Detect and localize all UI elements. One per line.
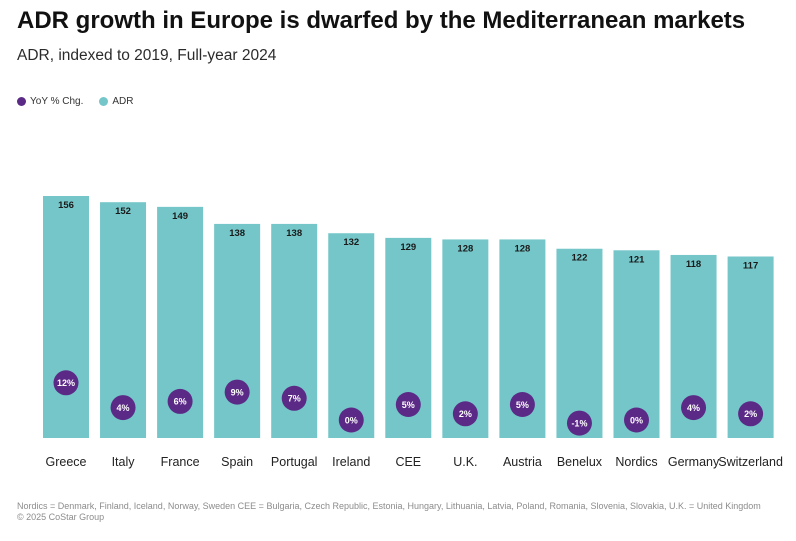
yoy-value-label: 9%	[231, 387, 244, 397]
footnote-copyright: © 2025 CoStar Group	[17, 512, 105, 522]
category-label: Switzerland	[718, 455, 783, 469]
adr-value-label: 149	[172, 211, 188, 222]
adr-value-label: 128	[457, 243, 473, 254]
category-label: Greece	[46, 455, 87, 469]
adr-value-label: 118	[686, 259, 701, 270]
legend: YoY % Chg. ADR	[17, 96, 134, 107]
adr-value-label: 129	[400, 242, 416, 253]
yoy-value-label: 5%	[402, 400, 415, 410]
legend-label-adr: ADR	[112, 96, 134, 107]
adr-value-label: 152	[115, 206, 131, 217]
adr-value-label: 132	[343, 237, 359, 248]
yoy-value-label: 7%	[288, 394, 301, 404]
yoy-value-label: 4%	[687, 403, 700, 413]
yoy-value-label: 0%	[630, 415, 643, 425]
yoy-bubble	[395, 392, 421, 417]
footnote: Nordics = Denmark, Finland, Iceland, Nor…	[17, 501, 787, 523]
yoy-bubble	[338, 407, 364, 433]
yoy-value-label: 4%	[117, 403, 130, 413]
yoy-bubble	[566, 410, 592, 436]
adr-value-label: 117	[743, 261, 758, 272]
category-label: Italy	[112, 455, 136, 469]
adr-bar	[556, 248, 603, 438]
yoy-bubble	[452, 401, 478, 427]
yoy-value-label: 2%	[459, 409, 472, 419]
yoy-bubble	[53, 370, 79, 396]
category-label: Ireland	[332, 455, 370, 469]
yoy-value-label: 5%	[516, 400, 529, 410]
adr-bar	[328, 233, 375, 438]
footnote-note: Nordics = Denmark, Finland, Iceland, Nor…	[17, 501, 761, 511]
adr-value-label: 156	[58, 200, 74, 211]
chart-subtitle: ADR, indexed to 2019, Full-year 2024	[17, 47, 277, 64]
yoy-value-label: 2%	[744, 409, 757, 419]
adr-value-label: 138	[229, 228, 245, 239]
category-label: France	[161, 455, 200, 469]
category-label: Portugal	[271, 455, 318, 469]
yoy-value-label: 6%	[174, 397, 187, 407]
yoy-value-label: 0%	[345, 415, 358, 425]
adr-value-label: 128	[514, 243, 530, 254]
category-label: Austria	[503, 455, 542, 469]
adr-bar	[214, 223, 261, 438]
category-label: Spain	[221, 455, 253, 469]
legend-item-yoy: YoY % Chg.	[17, 96, 83, 107]
yoy-bubble	[624, 407, 649, 433]
category-label: Benelux	[557, 455, 603, 469]
legend-item-adr: ADR	[99, 96, 134, 107]
yoy-value-label: -1%	[571, 418, 587, 428]
yoy-bubble	[681, 395, 707, 421]
adr-value-label: 121	[629, 254, 646, 265]
category-label: U.K.	[453, 455, 477, 469]
yoy-bubble	[281, 385, 307, 411]
adr-value-label: 138	[286, 228, 302, 239]
yoy-value-label: 12%	[57, 378, 75, 388]
category-label: CEE	[395, 455, 421, 469]
legend-swatch-yoy	[17, 97, 26, 106]
category-label: Germany	[668, 455, 720, 469]
category-label: Nordics	[615, 455, 657, 469]
adr-value-label: 122	[572, 253, 588, 264]
adr-bar	[43, 196, 89, 438]
yoy-bubble	[224, 379, 250, 405]
chart-title: ADR growth in Europe is dwarfed by the M…	[17, 7, 746, 34]
yoy-bubble	[509, 392, 535, 417]
yoy-bubble	[167, 388, 193, 414]
legend-label-yoy: YoY % Chg.	[30, 96, 84, 107]
yoy-bubble	[110, 395, 136, 421]
adr-bar	[613, 250, 660, 438]
yoy-bubble	[738, 401, 764, 427]
legend-swatch-adr	[99, 97, 109, 106]
